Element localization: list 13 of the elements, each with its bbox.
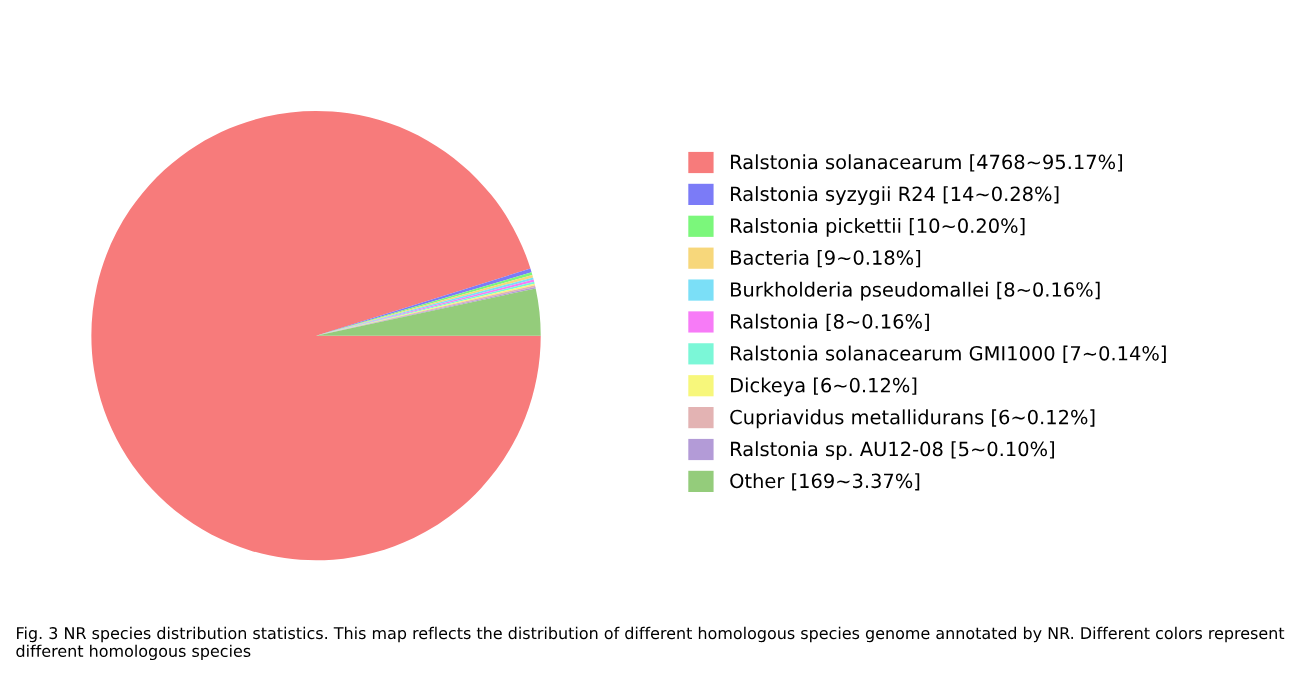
legend-label: Ralstonia solanacearum GMI1000 [7~0.14%]: [731, 345, 1166, 363]
pie-slice: [91, 110, 541, 561]
legend-label: Other [169~3.37%]: [730, 473, 920, 491]
caption: Fig. 3 NR species distribution statistics. This map reflects the distribution of different homologous species genome annotated by NR. Different colors represent different homologous species: [16, 626, 1285, 661]
legend-label: Ralstonia syzygii R24 [14~0.28%]: [731, 186, 1059, 205]
legend-label: Burkholderia pseudomallei [8~0.16%]: [731, 281, 1100, 301]
legend-label: Ralstonia solanacearum [4768~95.17%]: [731, 154, 1123, 172]
legend-label: Cupriavidus metallidurans [6~0.12%]: [730, 409, 1095, 429]
legend-label: Ralstonia sp. AU12-08 [5~0.10%]: [731, 441, 1054, 461]
legend-label: Ralstonia pickettii [10~0.20%]: [731, 218, 1025, 237]
legend-label: Ralstonia [8~0.16%]: [731, 313, 929, 332]
legend-label: Dickeya [6~0.12%]: [731, 377, 917, 397]
legend-label: Bacteria [9~0.18%]: [731, 249, 921, 268]
